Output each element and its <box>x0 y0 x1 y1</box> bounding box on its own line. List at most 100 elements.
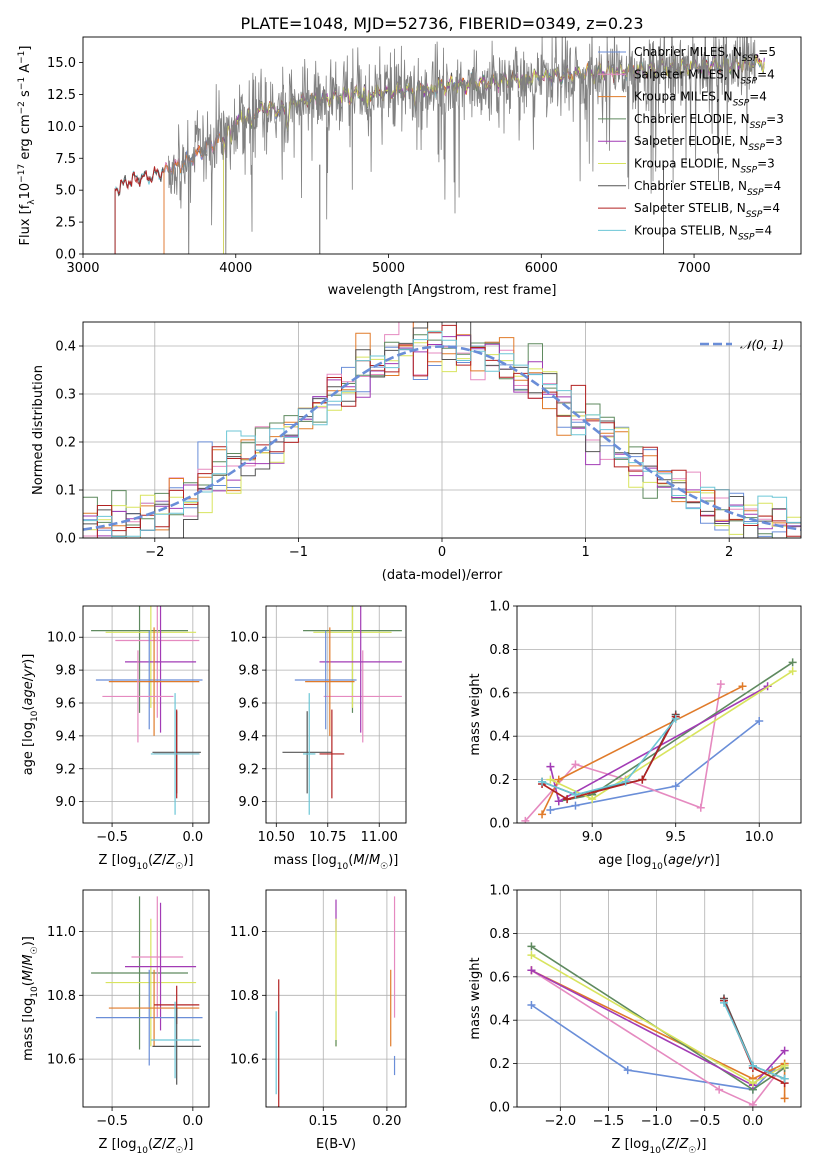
x-tick-label: 3000 <box>66 261 99 276</box>
mass-vs-EBV-plot-area <box>275 896 396 1107</box>
plus-marker <box>521 816 530 823</box>
spectrum-frame <box>82 36 802 255</box>
plus-marker <box>554 775 563 784</box>
plus-marker <box>716 680 725 689</box>
legend-label: 𝒩(0, 1) <box>740 338 784 352</box>
y-tick-label: 0.2 <box>489 1057 510 1072</box>
x-tick-label: 0.20 <box>372 1114 401 1129</box>
plus-marker <box>780 1094 789 1103</box>
plus-marker <box>571 801 580 810</box>
age-vs-Z-axes: −0.5 0.0 9.0 9.2 9.4 9.6 9.8 10.0 <box>47 606 209 845</box>
plus-marker <box>780 1061 789 1070</box>
plus-marker <box>780 1046 789 1055</box>
y-tick-label: 1.0 <box>489 600 510 615</box>
y-tick-label: 7.5 <box>55 152 76 167</box>
spectrum-legend: Chabrier MILES, NSSP=5 Salpeter MILES, NS… <box>598 45 784 242</box>
spectrum-axes: 3000 4000 5000 6000 7000 0.0 2.5 5.0 7.5 10.0 12.5… <box>47 56 711 276</box>
spectrum-ylabel: Flux [fλ10−17 erg cm−2 s−1 A−1] <box>17 46 37 246</box>
plus-marker <box>563 795 572 804</box>
plus-marker <box>621 777 630 786</box>
plus-marker <box>715 1085 724 1094</box>
legend-label: Salpeter STELIB, NSSP=4 <box>634 201 780 220</box>
y-tick-label: 0.4 <box>55 340 76 355</box>
y-tick-label: 9.2 <box>55 762 76 777</box>
age-vs-Z-xlabel: Z [log10(Z/Z☉)] <box>99 853 194 872</box>
y-tick-label: 12.5 <box>47 88 76 103</box>
plus-marker <box>546 805 555 814</box>
y-tick-label: 9.0 <box>238 795 259 810</box>
plus-marker <box>538 810 547 819</box>
residuals-plot-area <box>83 322 801 538</box>
x-tick-label: 0.0 <box>183 1114 204 1129</box>
weight-vs-Z-frame <box>516 889 802 1108</box>
plus-marker <box>554 797 563 806</box>
x-tick-label: 9.5 <box>665 830 686 845</box>
plus-marker <box>527 942 536 951</box>
y-tick-label: 10.0 <box>47 120 76 135</box>
residuals-axes: −2 −1 0 1 2 0.0 0.1 0.2 0.3 0.4 <box>55 322 801 560</box>
mass-vs-Z-plot-area <box>91 896 203 1085</box>
y-tick-label: 1.0 <box>489 884 510 899</box>
series-line-chabrier-miles <box>530 1004 773 1091</box>
plus-marker <box>755 717 764 726</box>
x-tick-label: −1.5 <box>593 1114 625 1129</box>
weight-vs-age-xlabel: age [log10(age/yr)] <box>598 853 720 872</box>
y-tick-label: 9.6 <box>55 696 76 711</box>
weight-vs-Z-xlabel: Z [log10(Z/Z☉)] <box>612 1137 707 1156</box>
normal-curve <box>83 345 801 531</box>
plus-marker <box>748 1100 757 1107</box>
age-vs-mass-plot-area <box>282 606 402 815</box>
mass-vs-EBV-axes: 0.15 0.20 10.6 10.8 11.0 <box>230 890 406 1129</box>
plus-marker <box>527 951 536 960</box>
y-tick-label: 0.8 <box>489 643 510 658</box>
age-vs-Z-ylabel: age [log10(age/yr)] <box>21 654 40 776</box>
x-tick-label: 2 <box>725 545 733 560</box>
plus-marker <box>780 1074 789 1083</box>
figure-title: PLATE=1048, MJD=52736, FIBERID=0349, z=0… <box>240 14 643 33</box>
plus-marker <box>527 1001 536 1010</box>
x-tick-label: −0.5 <box>96 1114 128 1129</box>
mass-vs-Z-ylabel: mass [log10(M/M☉)] <box>21 936 40 1061</box>
mass-vs-Z-frame <box>82 889 210 1108</box>
series-line-kroupa-stelib <box>541 718 677 796</box>
y-tick-label: 0.0 <box>489 817 510 832</box>
x-tick-label: 10.75 <box>309 830 346 845</box>
plus-marker <box>748 1079 757 1088</box>
y-tick-label: 5.0 <box>55 184 76 199</box>
y-tick-label: 0.0 <box>55 532 76 547</box>
y-tick-label: 10.6 <box>47 1053 76 1068</box>
mass-vs-Z-xlabel: Z [log10(Z/Z☉)] <box>99 1137 194 1156</box>
plus-marker <box>546 762 555 771</box>
histogram-kroupa-stelib <box>83 330 801 538</box>
weight-vs-age-plot-area <box>521 658 797 823</box>
series-line-chabrier-elodie <box>530 945 786 1091</box>
x-tick-label: −0.5 <box>96 830 128 845</box>
plus-marker <box>719 998 728 1007</box>
y-tick-label: 9.8 <box>238 664 259 679</box>
legend-label: Kroupa ELODIE, NSSP=3 <box>634 157 775 176</box>
weight-vs-age-ylabel: mass weight <box>468 673 483 755</box>
spectrum-xlabel: wavelength [Angstrom, rest frame] <box>328 283 557 298</box>
series-line-chabrier-miles <box>550 720 760 811</box>
x-tick-label: −2.0 <box>545 1114 577 1129</box>
plus-marker <box>571 790 580 799</box>
y-tick-label: 9.6 <box>238 696 259 711</box>
plus-marker <box>696 803 705 812</box>
weight-vs-Z-ylabel: mass weight <box>468 957 483 1039</box>
legend-label: Kroupa STELIB, NSSP=4 <box>634 223 772 242</box>
plus-marker <box>538 777 547 786</box>
observed-spectrum <box>168 37 756 254</box>
y-tick-label: 10.8 <box>47 989 76 1004</box>
y-tick-label: 0.0 <box>489 1101 510 1116</box>
x-tick-label: 0 <box>438 545 446 560</box>
x-tick-label: 11.00 <box>361 830 398 845</box>
mass-vs-Z-axes: −0.5 0.0 10.6 10.8 11.0 <box>47 890 209 1129</box>
x-tick-label: 6000 <box>525 261 558 276</box>
y-tick-label: 9.4 <box>55 729 76 744</box>
legend-label: Chabrier ELODIE, NSSP=3 <box>634 112 784 131</box>
y-tick-label: 9.0 <box>55 795 76 810</box>
y-tick-label: 10.6 <box>230 1053 259 1068</box>
legend-label: Chabrier STELIB, NSSP=4 <box>634 179 781 198</box>
plus-marker <box>638 775 647 784</box>
